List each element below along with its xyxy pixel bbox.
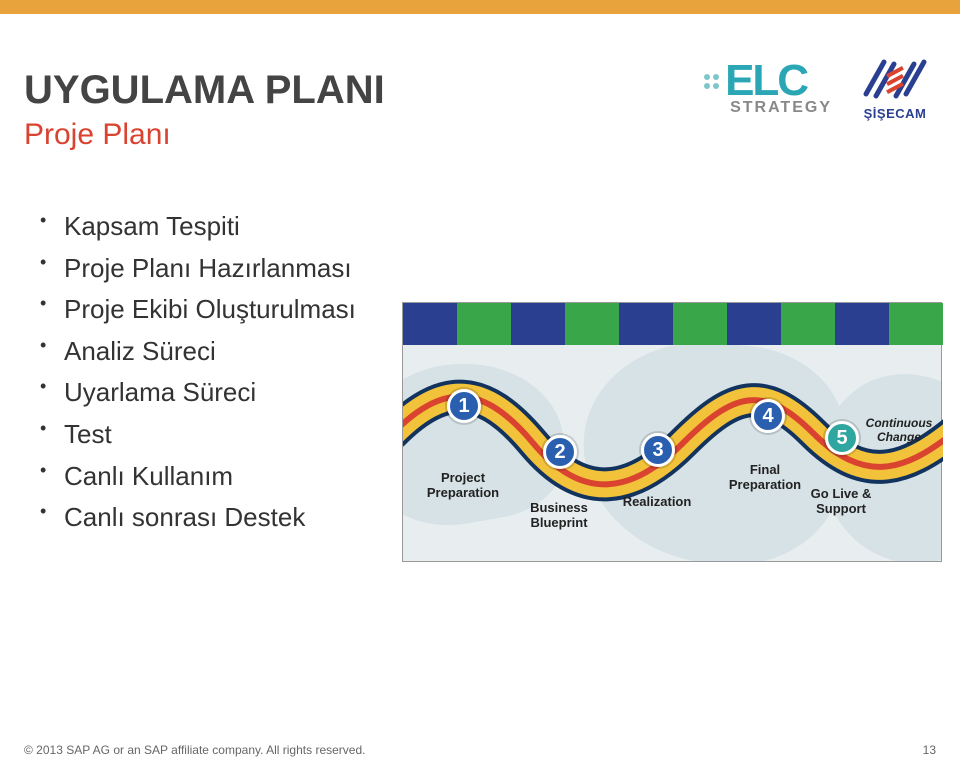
phase-label-2: BusinessBlueprint bbox=[509, 501, 609, 531]
list-item: Proje Ekibi Oluşturulması bbox=[40, 289, 356, 331]
top-accent-bar bbox=[0, 0, 960, 14]
phase-marker-1: 1 bbox=[447, 389, 481, 423]
bullet-list: Kapsam Tespiti Proje Planı Hazırlanması … bbox=[40, 206, 356, 539]
list-item: Canlı sonrası Destek bbox=[40, 497, 356, 539]
elc-logo-subtext: STRATEGY bbox=[730, 99, 832, 117]
elc-logo: ELC STRATEGY bbox=[704, 59, 832, 117]
list-item: Uyarlama Süreci bbox=[40, 372, 356, 414]
list-item: Analiz Süreci bbox=[40, 331, 356, 373]
footer-page-number: 13 bbox=[923, 743, 936, 757]
list-item: Kapsam Tespiti bbox=[40, 206, 356, 248]
page-subtitle: Proje Planı bbox=[24, 118, 171, 152]
list-item: Canlı Kullanım bbox=[40, 456, 356, 498]
footer: © 2013 SAP AG or an SAP affiliate compan… bbox=[24, 743, 936, 757]
list-item: Proje Planı Hazırlanması bbox=[40, 248, 356, 290]
sisecam-icon bbox=[860, 54, 930, 104]
logo-row: ELC STRATEGY bbox=[704, 54, 930, 121]
phase-marker-5: 5 bbox=[825, 421, 859, 455]
phase-label-1: ProjectPreparation bbox=[413, 471, 513, 501]
list-item: Test bbox=[40, 414, 356, 456]
phase-marker-4: 4 bbox=[751, 399, 785, 433]
phase-label-3: Realization bbox=[607, 495, 707, 510]
phase-label-5: Go Live &Support bbox=[791, 487, 891, 517]
phase-marker-2: 2 bbox=[543, 435, 577, 469]
sisecam-logo-text: ŞİŞECAM bbox=[864, 106, 927, 121]
continuous-change-label: ContinuousChange bbox=[859, 417, 939, 445]
sisecam-logo: ŞİŞECAM bbox=[860, 54, 930, 121]
slide-page: UYGULAMA PLANI Proje Planı ELC STRATEGY bbox=[0, 0, 960, 771]
elc-dots-icon bbox=[704, 74, 719, 89]
footer-copyright: © 2013 SAP AG or an SAP affiliate compan… bbox=[24, 743, 365, 757]
phase-marker-3: 3 bbox=[641, 433, 675, 467]
roadmap-diagram: 1 2 3 4 5 ProjectPreparation BusinessBlu… bbox=[402, 302, 942, 562]
elc-logo-text: ELC bbox=[725, 59, 807, 103]
page-title: UYGULAMA PLANI bbox=[24, 68, 385, 113]
